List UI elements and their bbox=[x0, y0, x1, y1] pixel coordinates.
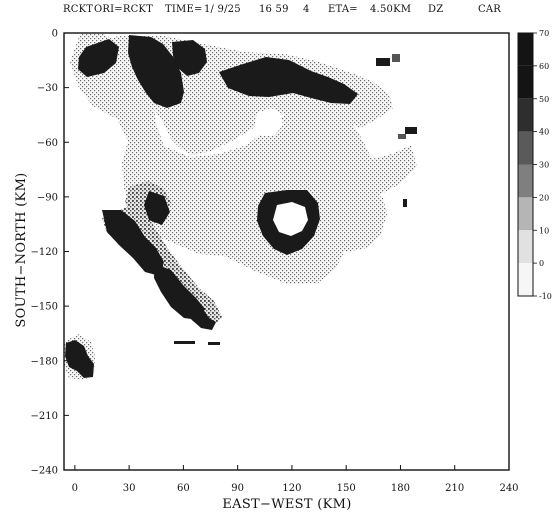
y-axis: 0 −30 −60 −90 −120 −150 −180 −210 −240 bbox=[31, 29, 69, 477]
x-tick-label: 90 bbox=[231, 483, 244, 494]
colorbar-legend: 70 60 50 40 30 20 10 0 -10 bbox=[517, 29, 552, 301]
colorbar-label: 50 bbox=[539, 95, 549, 104]
header-segment: DZ bbox=[428, 4, 443, 15]
header-segment: TIME= bbox=[165, 4, 203, 15]
x-tick-label: 180 bbox=[391, 483, 410, 494]
colorbar-label: -10 bbox=[539, 292, 552, 301]
eye-clear-area bbox=[273, 202, 308, 236]
y-tick-label: −90 bbox=[37, 192, 58, 203]
small-echo-mark bbox=[376, 58, 390, 66]
colorbar-segment bbox=[518, 131, 533, 165]
header-segment: 1/ 9/25 bbox=[204, 4, 241, 15]
north-strong-band bbox=[128, 35, 184, 108]
header-segment: ORI=RCKT bbox=[94, 4, 153, 15]
x-tick-label: 150 bbox=[337, 483, 356, 494]
y-tick-label: −240 bbox=[31, 466, 58, 477]
header-segment: ETA= bbox=[328, 4, 358, 15]
colorbar-label: 40 bbox=[539, 128, 549, 137]
header-segment: RCKT bbox=[63, 4, 93, 15]
coastal-strong-cell bbox=[180, 294, 216, 330]
plot-area bbox=[63, 32, 510, 471]
small-echo-mark bbox=[392, 54, 400, 62]
eyewall-light-ring bbox=[308, 185, 387, 252]
colorbar-label: 0 bbox=[539, 259, 544, 268]
colorbar-segment bbox=[518, 98, 533, 132]
header: RCKT ORI=RCKT TIME= 1/ 9/25 16 59 4 ETA=… bbox=[63, 4, 501, 15]
small-clear-patch bbox=[254, 108, 283, 136]
header-segment: 4.50KM bbox=[370, 4, 411, 15]
colorbar-segment bbox=[518, 33, 533, 66]
x-tick-label: 120 bbox=[282, 483, 301, 494]
y-tick-label: −120 bbox=[31, 247, 58, 258]
colorbar-segment bbox=[518, 197, 533, 231]
header-segment: CAR bbox=[478, 4, 501, 15]
colorbar-label: 70 bbox=[539, 29, 549, 38]
y-tick-label: −30 bbox=[37, 83, 58, 94]
y-tick-label: −210 bbox=[31, 411, 58, 422]
x-tick-label: 60 bbox=[177, 483, 190, 494]
northwest-strong-cell bbox=[78, 39, 119, 77]
colorbar-segment bbox=[518, 230, 533, 264]
southwest-strong-band bbox=[102, 210, 164, 276]
header-segment: 16 59 bbox=[259, 4, 289, 15]
small-echo-mark bbox=[398, 134, 406, 139]
x-axis-label: EAST−WEST (KM) bbox=[222, 497, 351, 512]
y-tick-label: −180 bbox=[31, 356, 58, 367]
x-tick-label: 240 bbox=[499, 483, 518, 494]
small-echo-mark bbox=[405, 127, 417, 134]
radar-echo-field bbox=[64, 34, 417, 380]
y-axis-label: SOUTH−NORTH (KM) bbox=[14, 172, 29, 327]
x-tick-label: 30 bbox=[123, 483, 136, 494]
colorbar-segment bbox=[518, 65, 533, 99]
southwest-strong-cell bbox=[65, 340, 94, 378]
x-tick-label: 210 bbox=[445, 483, 464, 494]
small-echo-mark bbox=[208, 342, 220, 345]
y-tick-label: −150 bbox=[31, 302, 58, 313]
small-echo-mark bbox=[403, 199, 407, 207]
header-segment: 4 bbox=[303, 4, 310, 15]
colorbar-segment bbox=[518, 263, 533, 296]
colorbar-segment bbox=[518, 164, 533, 198]
north-strong-cell bbox=[172, 40, 207, 76]
colorbar-label: 20 bbox=[539, 193, 549, 202]
x-tick-label: 0 bbox=[72, 483, 78, 494]
colorbar-label: 30 bbox=[539, 161, 549, 170]
northeast-strong-band bbox=[219, 57, 358, 104]
colorbar-label: 60 bbox=[539, 62, 549, 71]
x-axis: 0 30 60 90 120 150 180 210 240 bbox=[72, 465, 519, 494]
small-echo-mark bbox=[174, 341, 195, 344]
y-tick-label: 0 bbox=[52, 29, 58, 40]
colorbar-label: 10 bbox=[539, 226, 549, 235]
y-tick-label: −60 bbox=[37, 138, 58, 149]
small-strong-cell bbox=[144, 191, 170, 225]
